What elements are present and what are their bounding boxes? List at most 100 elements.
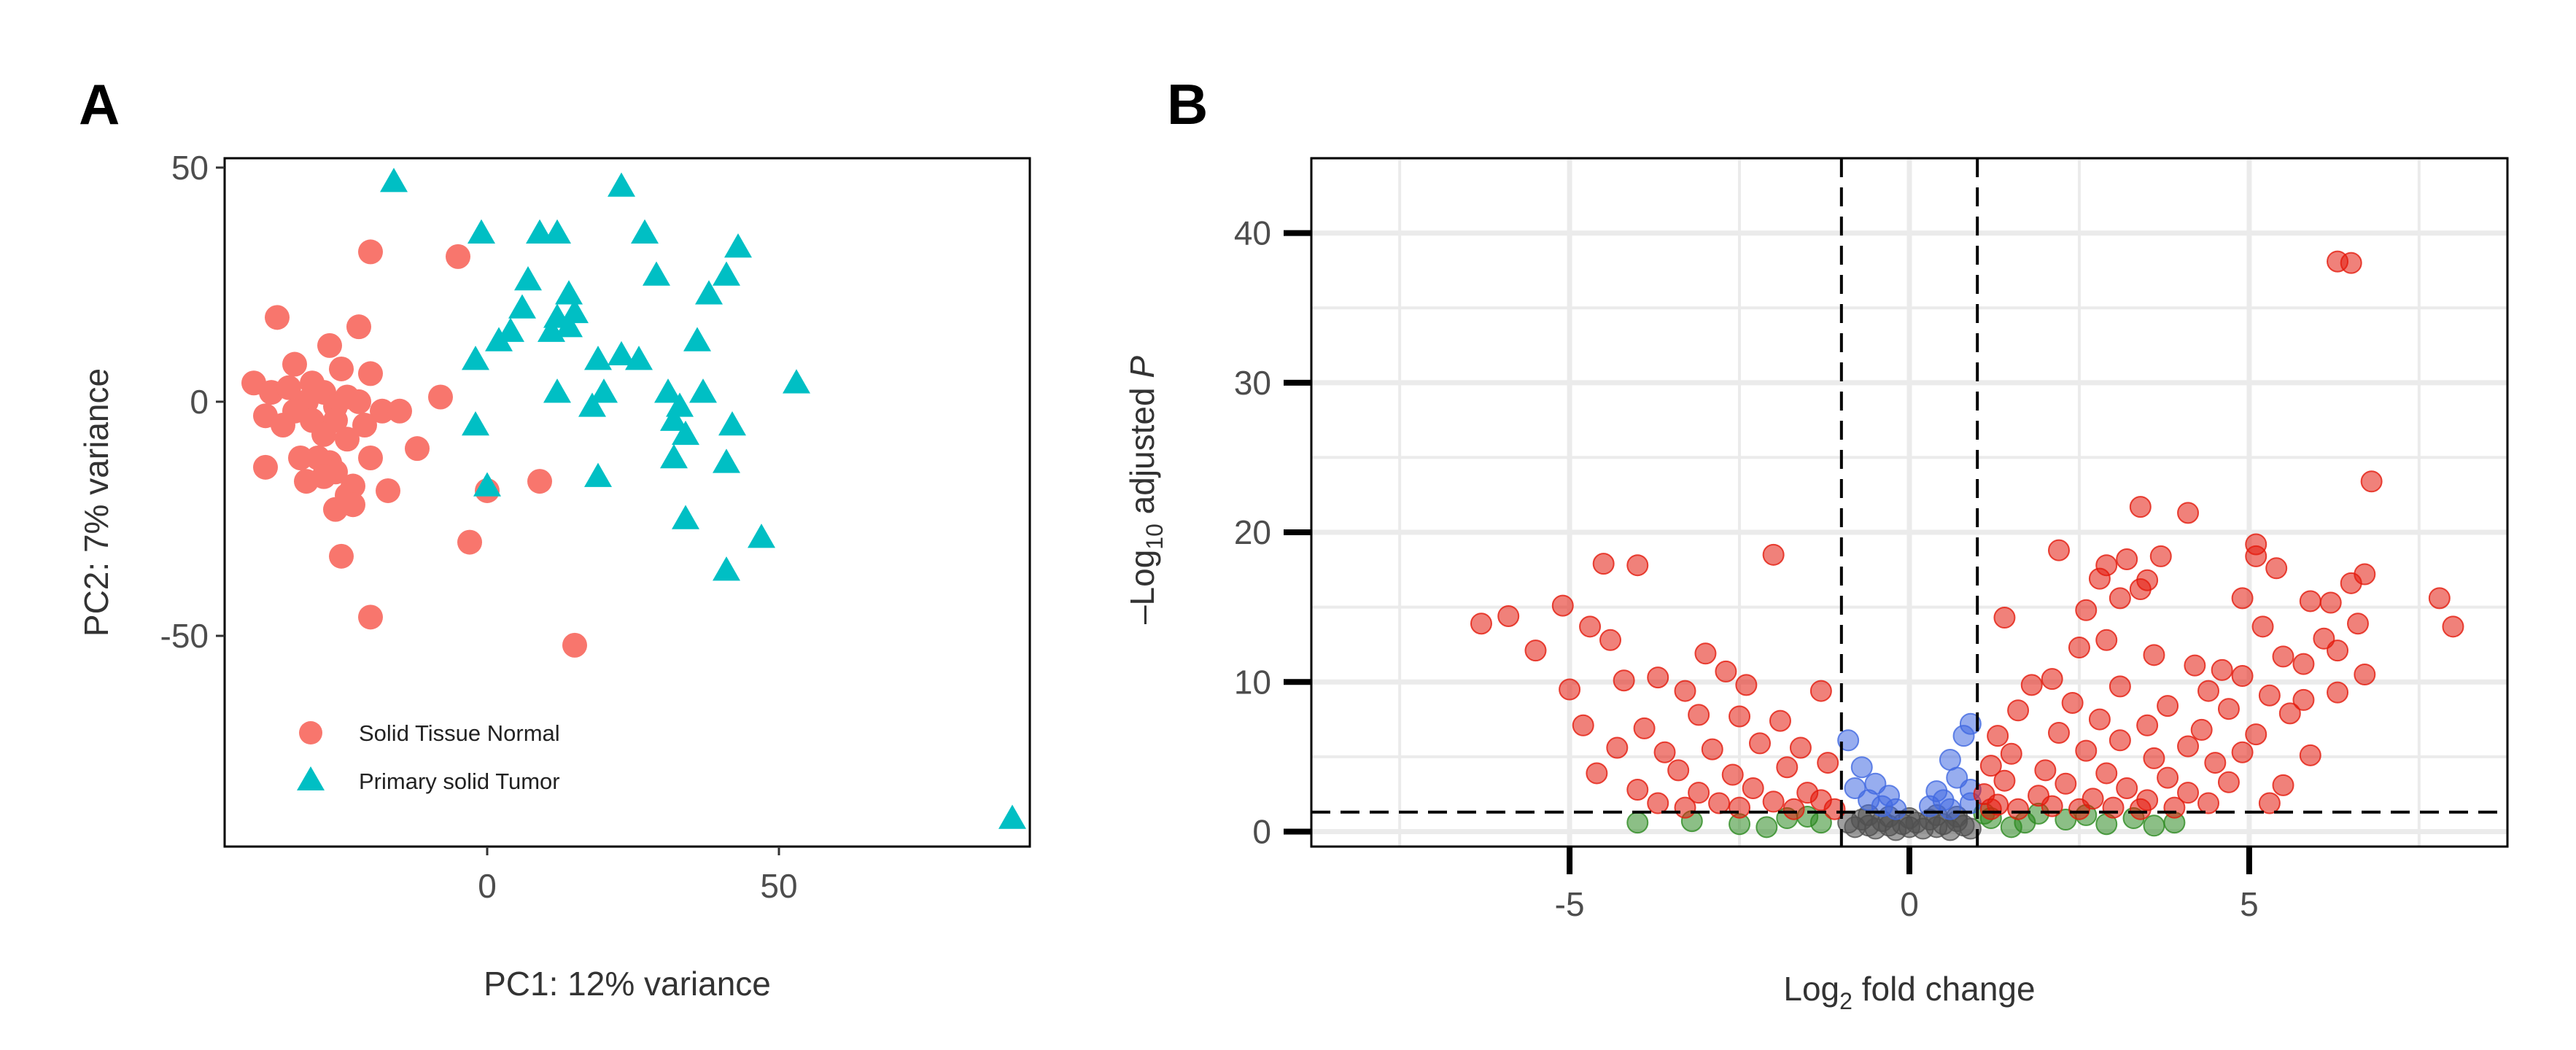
volcano-point-up: [2034, 759, 2057, 782]
volcano-point-up: [2258, 684, 2281, 707]
volcano-point-up: [2231, 741, 2254, 763]
pca-point-tumor: [578, 392, 606, 417]
volcano-point-down: [1653, 741, 1676, 763]
volcano-point-up: [2231, 587, 2254, 610]
pca-point-tumor: [508, 294, 536, 319]
pca-point-normal: [346, 389, 371, 414]
pca-point-tumor: [643, 261, 670, 286]
panel-a-y-tick-label: 50: [171, 149, 209, 187]
volcano-point-up: [2157, 766, 2179, 789]
volcano-point-down: [1497, 604, 1520, 627]
pca-point-normal: [276, 375, 301, 400]
volcano-point-fc-only: [2143, 814, 2165, 837]
panel-b-axis-ticks: -5 0 5 0 10 20 30 40: [1234, 214, 2259, 923]
volcano-point-down: [1586, 762, 1608, 785]
panel-b-y-tick-label: 40: [1234, 214, 1271, 252]
pca-point-tumor: [514, 265, 542, 291]
panel-b-x-tick-label: -5: [1555, 885, 1585, 923]
volcano-point-up: [1979, 798, 2002, 820]
volcano-point-up: [2278, 702, 2301, 725]
volcano-point-fc-only: [1756, 816, 1778, 839]
volcano-point-up: [2360, 470, 2383, 493]
volcano-point-up: [1979, 755, 2002, 777]
pca-point-tumor: [625, 346, 653, 370]
pca-point-tumor: [473, 472, 501, 497]
volcano-point-up: [2428, 587, 2451, 610]
volcano-point-up: [2340, 252, 2362, 274]
volcano-point-up: [2129, 578, 2152, 601]
pca-point-normal: [346, 314, 371, 340]
panel-a-legend: Solid Tissue Normal Primary solid Tumor: [297, 720, 560, 794]
volcano-point-down: [1524, 639, 1547, 662]
pca-point-normal: [335, 427, 360, 452]
volcano-point-up: [2177, 782, 2200, 804]
volcano-point-down: [1674, 680, 1696, 702]
volcano-point-up: [2197, 680, 2219, 702]
pca-point-normal: [317, 332, 342, 358]
volcano-point-down: [1592, 553, 1615, 575]
volcano-point-up: [2327, 681, 2349, 704]
pca-point-tumor: [543, 219, 571, 244]
pca-point-tumor: [660, 406, 688, 431]
volcano-point-up: [2258, 792, 2281, 814]
pca-point-tumor: [526, 219, 554, 244]
pca-point-normal: [405, 436, 430, 462]
panel-b-plot-border: [1310, 157, 2509, 848]
volcano-point-down: [1823, 798, 1846, 820]
volcano-point-up: [2007, 798, 2030, 820]
panel-b-x-axis-label-sub: 2: [1839, 988, 1853, 1014]
legend-tumor-marker: [297, 766, 325, 790]
panel-a-label: A: [79, 72, 120, 136]
volcano-point-down: [1688, 704, 1710, 726]
volcano-point-down: [1729, 796, 1751, 819]
volcano-point-up: [2075, 739, 2098, 762]
volcano-point-down: [1762, 790, 1785, 813]
volcano-point-up: [2129, 798, 2152, 820]
volcano-point-up: [2116, 777, 2138, 799]
volcano-point-down: [1721, 763, 1744, 786]
legend-normal-marker: [299, 721, 322, 744]
volcano-point-up: [2000, 742, 2022, 765]
volcano-point-up: [1993, 607, 2016, 629]
volcano-point-down: [1789, 736, 1812, 759]
volcano-point-down: [1729, 705, 1751, 728]
pca-point-normal: [253, 454, 278, 480]
panel-b-y-axis-label: –Log10 adjusted P: [1123, 356, 1168, 624]
volcano-point-down: [1647, 792, 1669, 814]
volcano-point-up: [2217, 698, 2240, 720]
volcano-point-up: [2048, 722, 2070, 744]
volcano-point-down: [1769, 709, 1791, 732]
pca-point-tumor: [718, 411, 746, 436]
volcano-point-up: [2292, 688, 2315, 711]
pca-point-tumor: [462, 411, 489, 436]
volcano-point-up: [2108, 675, 2131, 698]
volcano-point-up: [2108, 729, 2131, 752]
volcano-point-up: [2245, 545, 2267, 567]
volcano-point-up: [2075, 599, 2098, 621]
volcano-point-up: [2340, 572, 2362, 594]
pca-point-normal: [446, 244, 470, 269]
volcano-point-p-only: [1885, 798, 1907, 820]
volcano-point-up: [2184, 654, 2206, 677]
pca-point-tumor: [584, 462, 612, 487]
volcano-point-down: [1613, 669, 1635, 692]
panel-b-y-tick-label: 30: [1234, 364, 1271, 402]
volcano-point-down: [1606, 736, 1629, 759]
pca-point-tumor: [608, 172, 635, 197]
pca-point-normal: [428, 384, 453, 410]
volcano-point-up: [2088, 708, 2111, 731]
volcano-point-up: [2116, 548, 2138, 570]
panel-b-y-axis-label-sub: 10: [1141, 524, 1168, 550]
volcano-point-up: [2068, 798, 2090, 820]
volcano-point-up: [2265, 557, 2288, 580]
legend-normal-label: Solid Tissue Normal: [359, 720, 560, 746]
pca-point-normal: [311, 421, 336, 447]
pca-point-normal: [358, 361, 383, 386]
pca-point-tumor: [468, 219, 495, 244]
volcano-point-up: [2095, 629, 2118, 651]
volcano-point-up: [2108, 587, 2131, 610]
pca-point-normal: [288, 445, 313, 470]
volcano-point-up: [2299, 744, 2321, 766]
volcano-point-up: [2143, 644, 2165, 666]
